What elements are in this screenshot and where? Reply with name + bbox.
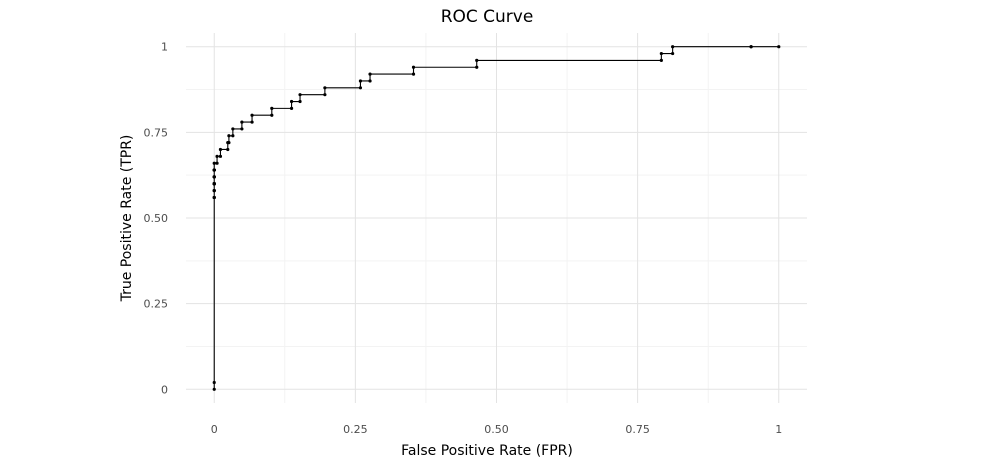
roc-point	[212, 168, 216, 172]
roc-point	[212, 380, 216, 385]
chart-title: ROC Curve	[441, 7, 534, 27]
y-tick-label: 1	[161, 41, 168, 54]
roc-point	[475, 65, 479, 69]
x-tick-label: 0.25	[343, 423, 368, 436]
roc-point	[231, 134, 235, 138]
roc-point	[212, 195, 216, 200]
roc-point	[368, 79, 372, 83]
roc-point	[358, 86, 363, 90]
y-tick-label: 0.75	[144, 126, 169, 139]
roc-point	[289, 106, 294, 110]
roc-point	[289, 99, 294, 104]
roc-point	[368, 72, 372, 76]
roc-point	[671, 51, 675, 56]
roc-point	[749, 45, 753, 49]
x-axis-title: False Positive Rate (FPR)	[401, 443, 573, 459]
roc-point	[411, 65, 416, 69]
roc-point	[212, 188, 216, 193]
y-axis-ticks: 0 0.25 0.50 0.75 1	[144, 41, 169, 397]
x-axis-ticks: 0 0.25 0.50 0.75 1	[211, 423, 783, 436]
roc-point	[212, 387, 216, 391]
roc-point	[298, 93, 302, 97]
roc-point	[231, 127, 235, 131]
major-gridlines	[186, 33, 807, 403]
roc-points	[212, 45, 781, 391]
y-tick-label: 0.50	[144, 212, 169, 225]
roc-point	[212, 161, 216, 165]
roc-point	[270, 106, 274, 110]
roc-point	[270, 113, 274, 117]
x-tick-label: 1	[775, 423, 782, 436]
roc-point	[227, 141, 231, 145]
roc-point	[215, 154, 219, 158]
roc-point	[250, 120, 254, 124]
y-axis-title: True Positive Rate (TPR)	[119, 135, 135, 303]
x-tick-label: 0	[211, 423, 218, 436]
roc-point	[323, 86, 327, 90]
roc-point	[671, 45, 675, 49]
roc-point	[227, 134, 231, 138]
roc-point	[240, 120, 244, 124]
roc-point	[659, 51, 663, 56]
roc-point	[218, 154, 223, 158]
roc-point	[212, 175, 216, 179]
roc-point	[250, 113, 254, 117]
roc-point	[298, 99, 302, 104]
x-tick-label: 0.50	[484, 423, 509, 436]
roc-point	[240, 127, 244, 131]
roc-point	[215, 161, 219, 165]
roc-point	[226, 147, 230, 152]
roc-point	[659, 58, 663, 63]
roc-point	[358, 79, 363, 83]
y-tick-label: 0.25	[144, 298, 169, 311]
y-tick-label: 0	[161, 383, 168, 396]
roc-point	[323, 93, 327, 97]
roc-point	[218, 147, 223, 152]
roc-point	[475, 58, 479, 63]
roc-point	[777, 45, 781, 49]
x-tick-label: 0.75	[625, 423, 650, 436]
roc-point	[212, 182, 216, 186]
roc-point	[411, 72, 416, 76]
